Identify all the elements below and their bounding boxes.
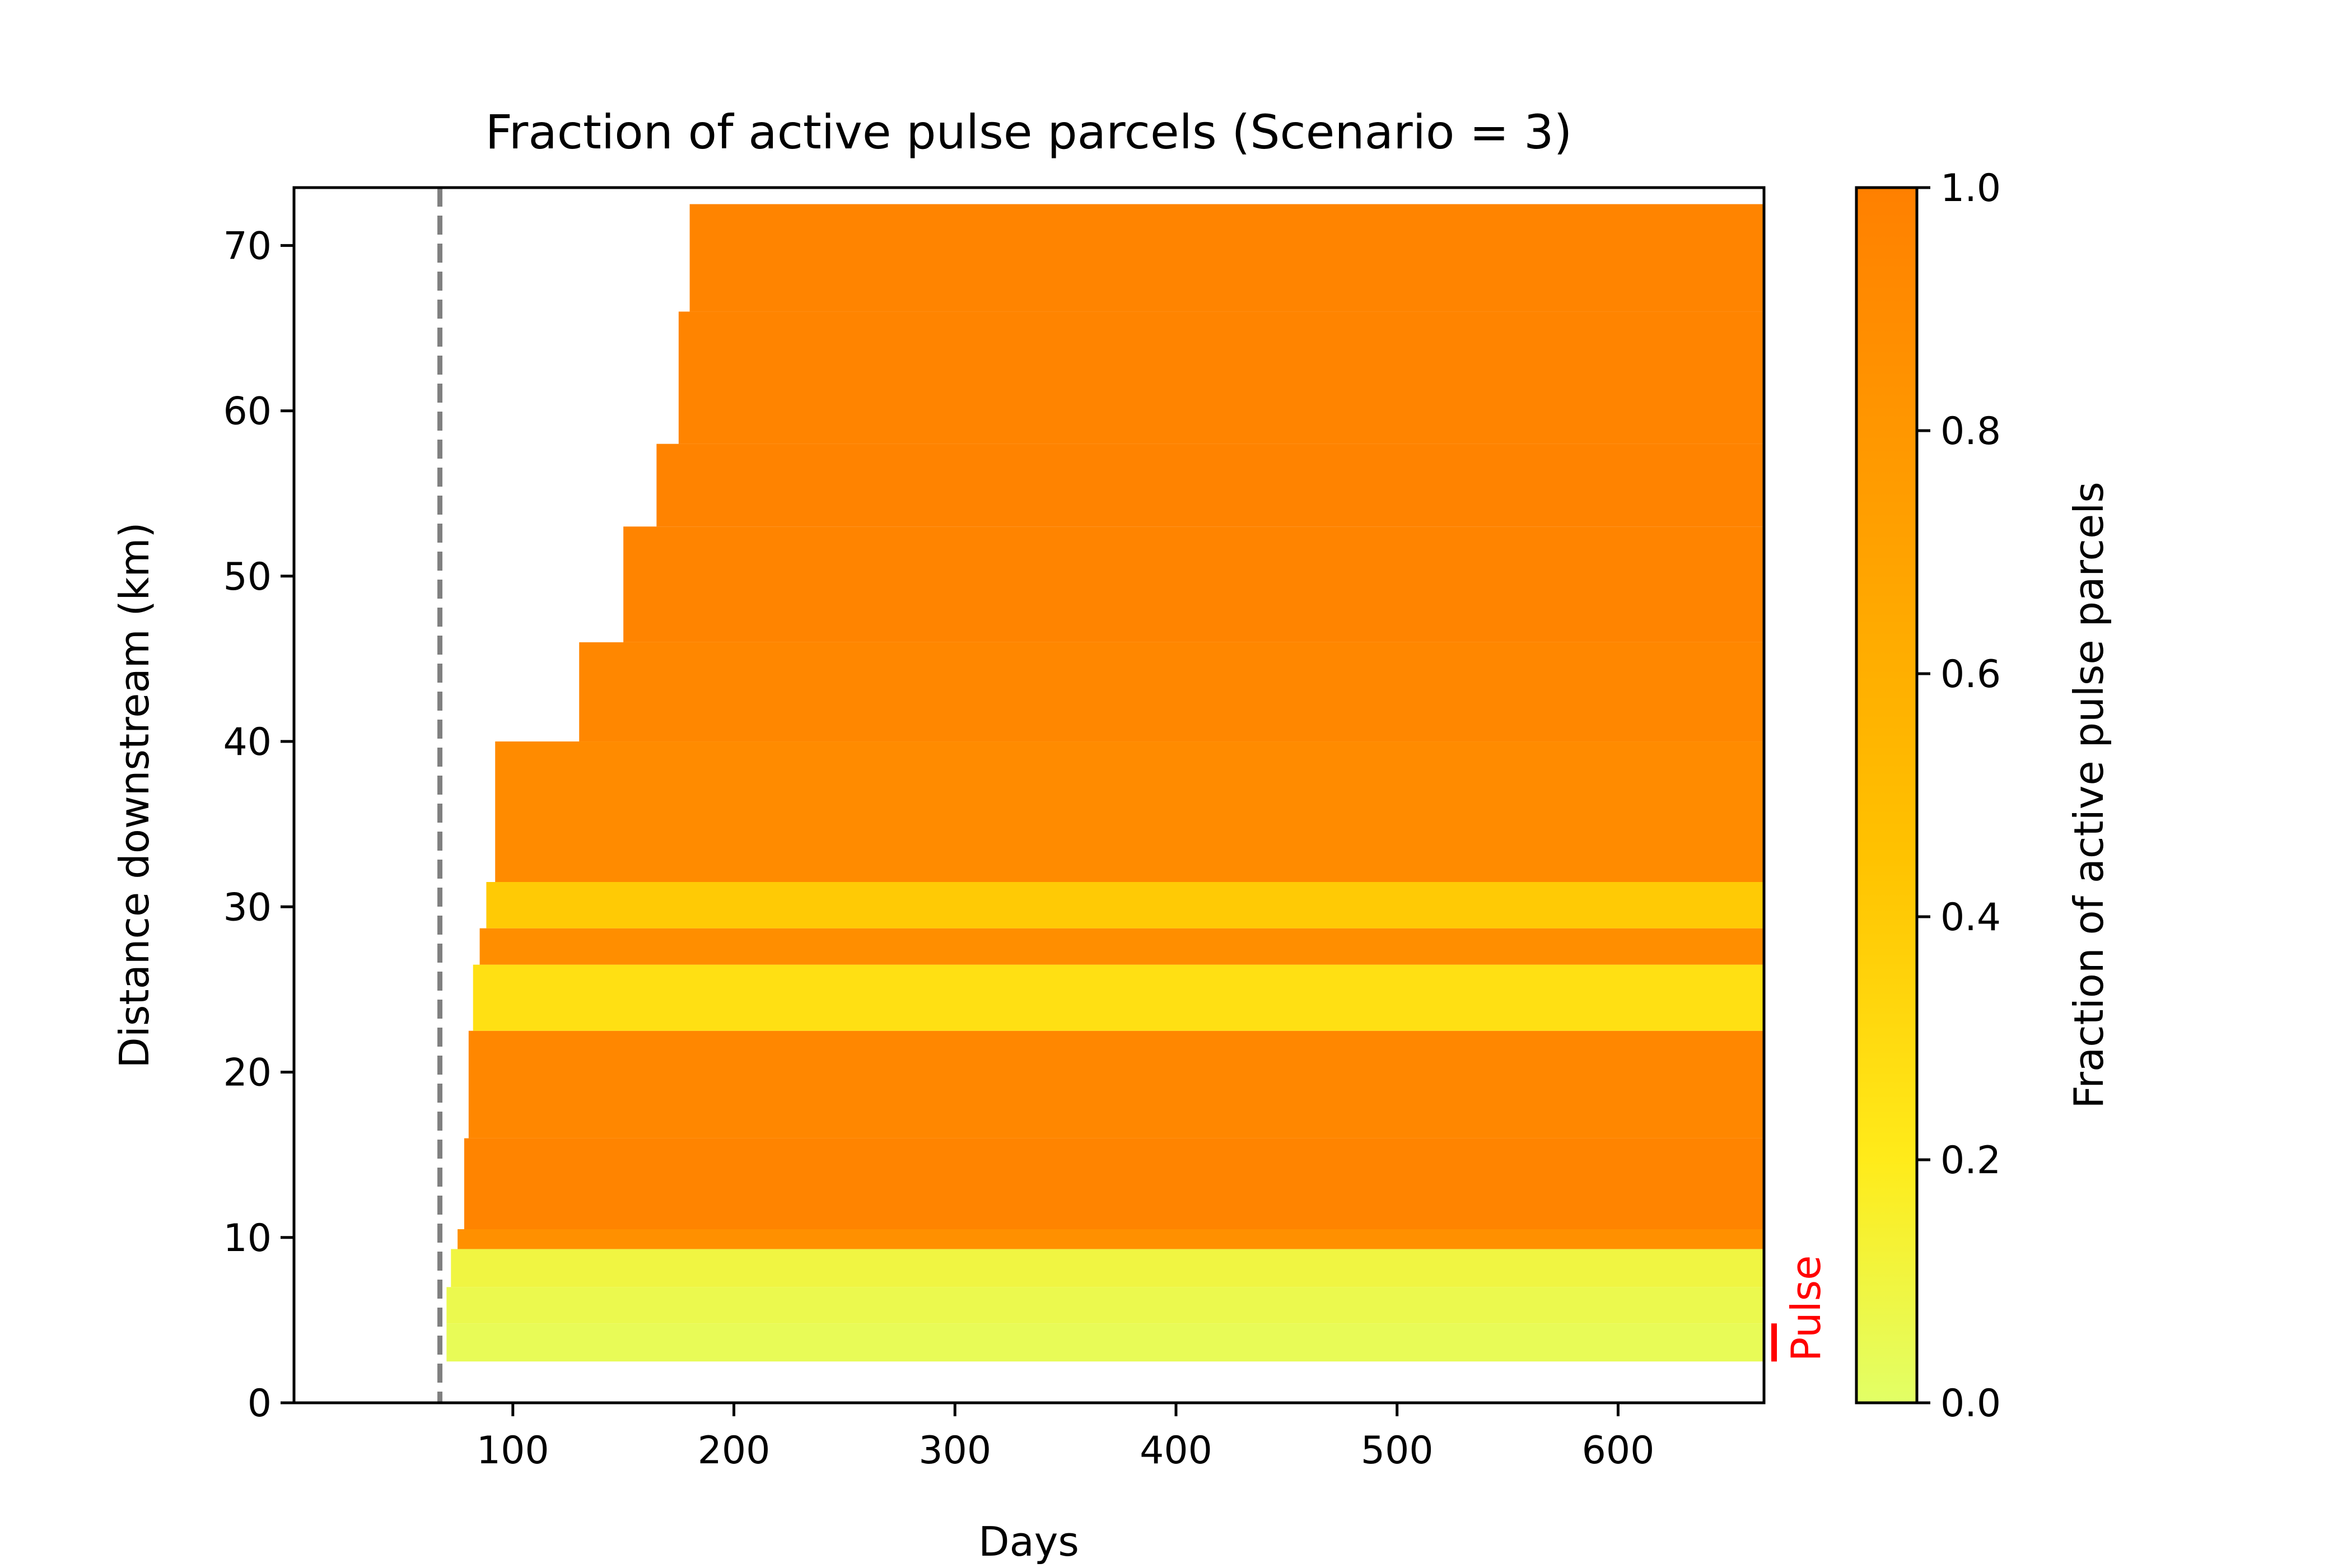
heatmap-band (656, 444, 1764, 527)
colorbar-axis: 0.0 0.2 0.4 0.6 0.8 1.0 (1917, 166, 2001, 1426)
heatmap-band (464, 1138, 1764, 1229)
heatmap-band (446, 1323, 1764, 1362)
colorbar-tick-label: 0.2 (1940, 1138, 2001, 1183)
chart-title: Fraction of active pulse parcels (Scenar… (486, 105, 1572, 160)
colorbar-tick-label: 0.4 (1940, 895, 2001, 940)
heatmap-band (495, 741, 1764, 882)
y-tick-label: 30 (223, 885, 272, 930)
heatmap-band (479, 928, 1764, 965)
x-axis: 100 200 300 400 500 600 (477, 1403, 1654, 1473)
heatmap-band (473, 964, 1764, 1031)
heatmap-band (446, 1287, 1764, 1324)
x-tick-label: 200 (698, 1429, 771, 1473)
colorbar (1855, 186, 1919, 1404)
colorbar-tick-label: 0.0 (1940, 1382, 2001, 1426)
heatmap-band (579, 642, 1764, 742)
y-tick-label: 70 (223, 224, 272, 268)
pulse-marker-label: Pulse (1782, 1256, 1830, 1362)
heatmap (446, 204, 1764, 1362)
x-tick-label: 300 (918, 1429, 991, 1473)
heatmap-band (689, 204, 1764, 312)
y-tick-label: 0 (248, 1382, 272, 1426)
y-tick-label: 40 (223, 720, 272, 764)
heatmap-band (486, 882, 1764, 928)
heatmap-band (678, 311, 1764, 444)
heatmap-band (458, 1229, 1764, 1249)
x-tick-label: 400 (1140, 1429, 1212, 1473)
y-axis-label: Distance downstream (km) (111, 522, 158, 1068)
x-axis-label: Days (978, 1518, 1079, 1565)
colorbar-tick-label: 0.8 (1940, 409, 2001, 454)
x-tick-label: 100 (477, 1429, 549, 1473)
y-axis: 0 10 20 30 40 50 60 70 (223, 224, 294, 1426)
colorbar-tick-label: 0.6 (1940, 652, 2001, 697)
plot-frame (292, 186, 1766, 1404)
y-tick-label: 20 (223, 1051, 272, 1095)
colorbar-label: Fraction of active pulse parcels (2065, 482, 2112, 1109)
heatmap-band (451, 1249, 1764, 1287)
heatmap-band (468, 1030, 1764, 1138)
y-tick-label: 60 (223, 390, 272, 434)
x-tick-label: 500 (1361, 1429, 1434, 1473)
y-tick-label: 50 (223, 555, 272, 599)
y-tick-label: 10 (223, 1216, 272, 1261)
colorbar-tick-label: 1.0 (1940, 166, 2001, 211)
x-tick-label: 600 (1582, 1429, 1655, 1473)
heatmap-band (623, 526, 1764, 642)
